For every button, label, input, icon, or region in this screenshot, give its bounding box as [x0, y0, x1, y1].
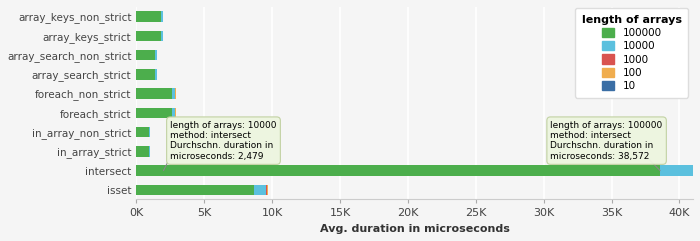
- Bar: [155, 69, 158, 80]
- Bar: [161, 11, 163, 22]
- Bar: [136, 50, 155, 60]
- Bar: [172, 107, 175, 118]
- Bar: [136, 69, 155, 80]
- Bar: [148, 127, 150, 137]
- Bar: [136, 165, 660, 176]
- Bar: [136, 31, 161, 41]
- Legend: 100000, 10000, 1000, 100, 10: 100000, 10000, 1000, 100, 10: [575, 8, 688, 98]
- Bar: [254, 185, 266, 195]
- Bar: [136, 88, 172, 99]
- Bar: [266, 185, 267, 195]
- Text: length of arrays: 10000
method: intersect
Durchschn. duration in
microseconds: 2: length of arrays: 10000 method: intersec…: [170, 120, 276, 161]
- Bar: [161, 31, 163, 41]
- Bar: [136, 185, 254, 195]
- Bar: [694, 165, 696, 176]
- Bar: [155, 50, 158, 60]
- Bar: [660, 165, 694, 176]
- X-axis label: Avg. duration in microseconds: Avg. duration in microseconds: [320, 224, 510, 234]
- Bar: [136, 107, 172, 118]
- Text: length of arrays: 100000
method: intersect
Durchschn. duration in
microseconds: : length of arrays: 100000 method: interse…: [550, 120, 663, 161]
- Bar: [172, 88, 175, 99]
- Bar: [136, 127, 148, 137]
- Bar: [148, 146, 150, 157]
- Bar: [136, 146, 148, 157]
- Bar: [136, 11, 161, 22]
